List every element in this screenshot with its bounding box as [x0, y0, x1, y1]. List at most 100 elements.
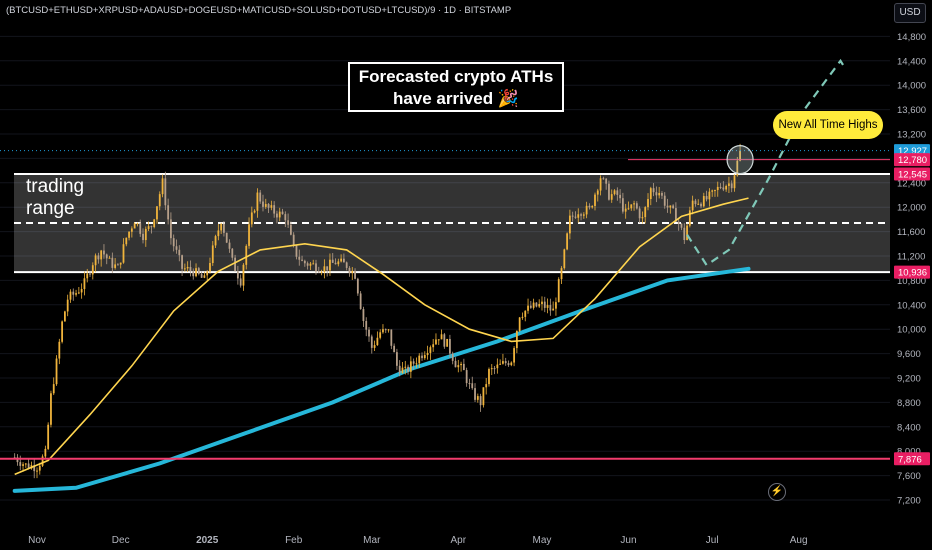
- ma-slow-line: [12, 266, 751, 493]
- candle-body: [19, 462, 22, 466]
- candle-body: [77, 292, 80, 294]
- candle-body: [55, 358, 58, 385]
- candle-body: [454, 360, 457, 368]
- candle-body: [535, 302, 538, 307]
- time-tick-label: Dec: [112, 535, 130, 546]
- candle-body: [532, 302, 535, 308]
- price-tick-label: 9,200: [897, 374, 921, 385]
- candle-body: [716, 186, 719, 191]
- lightning-icon[interactable]: ⚡: [768, 483, 786, 501]
- candle-body: [728, 183, 730, 186]
- candle-body: [622, 198, 624, 212]
- candle-body: [521, 316, 524, 318]
- candle-body: [591, 205, 594, 208]
- candle-body: [602, 178, 605, 180]
- candle-body: [507, 363, 510, 366]
- candle-body: [613, 190, 616, 195]
- candle-body: [203, 275, 206, 278]
- candle-body: [677, 221, 680, 224]
- price-label-text: 7,876: [898, 454, 922, 465]
- candle-body: [211, 245, 214, 264]
- price-tick-label: 10,800: [897, 276, 926, 287]
- candle-body: [117, 264, 119, 266]
- candle-body: [329, 259, 331, 271]
- candle-body: [549, 305, 552, 311]
- candle-body: [616, 190, 619, 195]
- candle-body: [186, 266, 189, 269]
- candle-body: [518, 317, 521, 331]
- candle-body: [580, 214, 582, 216]
- candle-body: [370, 336, 373, 348]
- candle-body: [245, 245, 248, 265]
- candle-body: [343, 258, 345, 263]
- candle-body: [515, 330, 518, 349]
- candle-body: [368, 329, 370, 337]
- candle-body: [697, 203, 700, 205]
- candle-body: [722, 187, 725, 190]
- candle-body: [663, 195, 666, 206]
- candle-body: [409, 361, 412, 372]
- candle-body: [259, 192, 262, 202]
- price-tick-label: 13,200: [897, 130, 926, 141]
- candle-body: [147, 226, 150, 229]
- candle-body: [633, 203, 635, 205]
- candle-body: [351, 270, 354, 274]
- candle-body: [680, 223, 683, 228]
- candle-body: [89, 273, 91, 275]
- candle-body: [426, 352, 429, 356]
- candle-body: [281, 211, 284, 215]
- candle-body: [725, 185, 728, 190]
- candle-body: [320, 271, 323, 273]
- candle-body: [708, 191, 711, 200]
- candle-body: [284, 214, 287, 221]
- candle-body: [97, 255, 100, 260]
- price-label-text: 10,936: [898, 268, 927, 279]
- candle-body: [323, 266, 326, 272]
- candle-body: [504, 361, 507, 364]
- candle-body: [661, 193, 663, 196]
- price-tick-label: 11,200: [897, 252, 925, 263]
- candle-body: [557, 279, 560, 303]
- candle-body: [192, 271, 195, 277]
- candle-body: [103, 250, 105, 255]
- candle-body: [711, 190, 714, 192]
- candle-body: [122, 244, 125, 263]
- currency-button[interactable]: USD: [894, 3, 926, 23]
- candle-body: [161, 178, 164, 195]
- time-axis[interactable]: Nov Dec 2025 Feb Mar Apr May Jun Jul Aug: [0, 530, 932, 550]
- candle-body: [594, 194, 596, 206]
- candle-body: [619, 194, 622, 199]
- candle-body: [719, 186, 722, 188]
- candle-body: [270, 205, 273, 208]
- candle-body: [527, 305, 529, 311]
- candle-body: [253, 210, 256, 213]
- candle-body: [183, 268, 186, 270]
- candle-body: [376, 337, 379, 346]
- candle-body: [468, 383, 471, 385]
- candle-body: [566, 233, 568, 250]
- candle-body: [206, 271, 209, 276]
- candle-body: [312, 263, 315, 265]
- candle-body: [714, 190, 716, 192]
- ma-fast-line: [14, 197, 749, 476]
- forecast-path: [686, 58, 848, 267]
- candle-body: [287, 220, 289, 225]
- candle-body: [599, 178, 602, 191]
- candle-body: [700, 203, 702, 207]
- candle-body: [476, 396, 479, 400]
- candle-body: [627, 208, 630, 210]
- candle-body: [167, 205, 170, 220]
- candle-body: [66, 299, 69, 312]
- candle-body: [44, 448, 47, 457]
- price-axis[interactable]: 7,200 7,600 8,000 8,400 8,800 9,200 9,600 10,00…: [890, 0, 932, 550]
- candle-body: [404, 366, 407, 368]
- candle-body: [348, 267, 351, 274]
- candle-body: [24, 463, 27, 465]
- price-tick-label: 9,600: [897, 349, 921, 360]
- candle-body: [200, 273, 203, 278]
- candle-body: [635, 203, 638, 209]
- price-tick-label: 7,200: [897, 496, 921, 507]
- candle-body: [373, 345, 376, 348]
- candle-body: [739, 150, 741, 161]
